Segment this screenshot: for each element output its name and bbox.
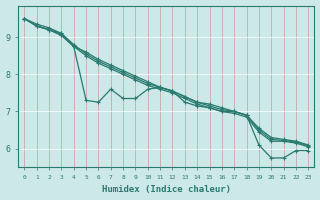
X-axis label: Humidex (Indice chaleur): Humidex (Indice chaleur) [102,185,231,194]
